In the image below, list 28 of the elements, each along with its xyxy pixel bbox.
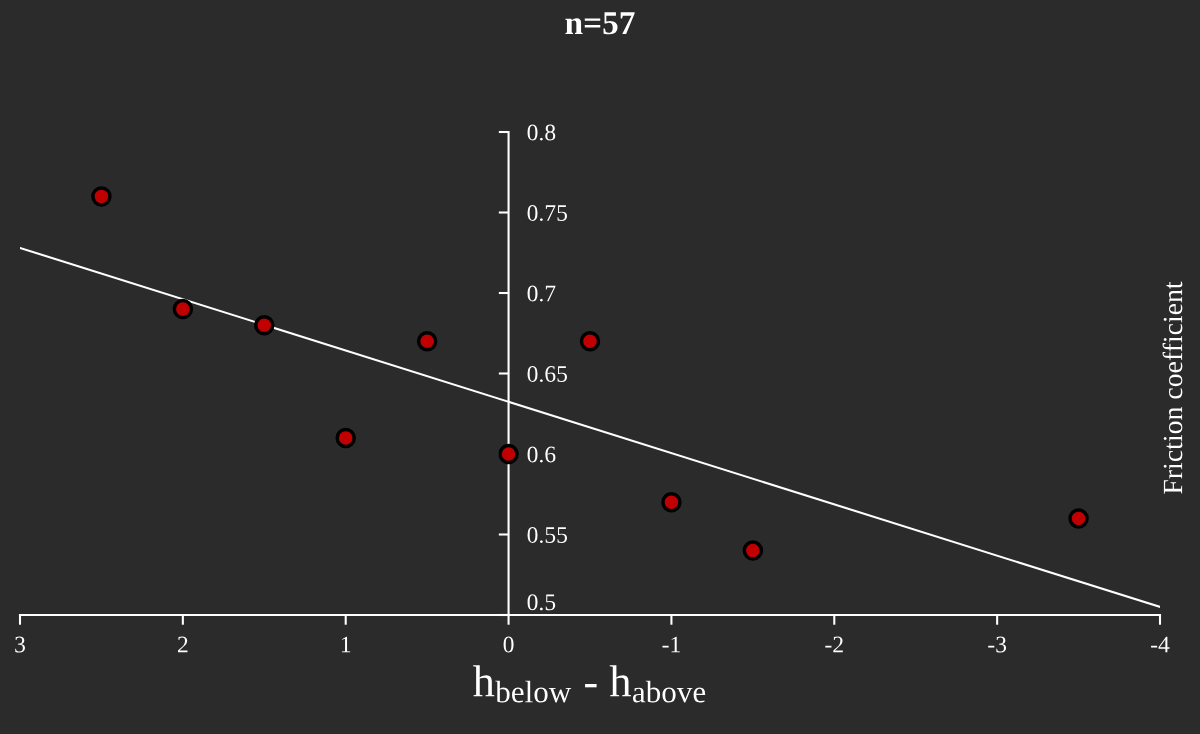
y-tick-label: 0.8 [527, 124, 556, 141]
chart-title: n=57 [565, 12, 635, 35]
x-tick-label: 2 [177, 636, 188, 653]
x-tick-label: 1 [341, 636, 351, 653]
y-tick-label: 0.7 [527, 285, 556, 302]
x-tick-label: 3 [15, 636, 25, 653]
point [579, 331, 601, 352]
point [1068, 508, 1089, 529]
y-tick-label: 0.6 [527, 446, 556, 463]
x-tick-label: -4 [1151, 636, 1170, 653]
x-axis-title: h$_{below}$ - h$_{above}$ [473, 665, 706, 703]
y-tick-label: 0.5 [527, 594, 556, 611]
point [661, 492, 682, 513]
point [254, 314, 275, 336]
point [742, 540, 764, 561]
y-tick-label: 0.55 [527, 526, 568, 544]
point [91, 186, 112, 207]
x-tick-label: -2 [825, 636, 843, 653]
point [498, 443, 519, 465]
x-tick-label: -3 [988, 636, 1007, 653]
y-tick-label: 0.65 [527, 365, 568, 383]
x-tick-label: 0 [503, 636, 514, 653]
y-tick-label: 0.75 [527, 204, 568, 222]
point [416, 331, 438, 352]
x-tick-label: -1 [662, 636, 680, 653]
point [335, 427, 356, 449]
y-axis-title: Friction coefficient [1162, 281, 1183, 494]
point [172, 298, 194, 320]
